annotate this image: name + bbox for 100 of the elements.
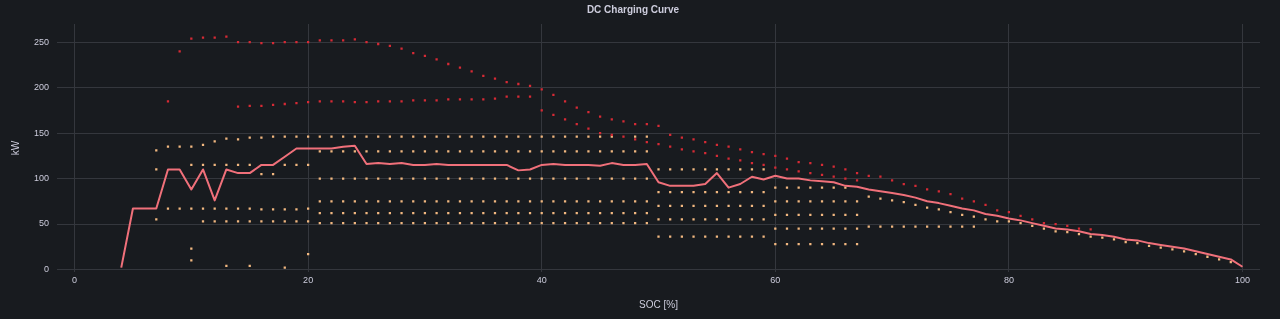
point [435, 200, 438, 203]
point [493, 177, 497, 180]
x-tick-label: 40 [536, 275, 547, 286]
point [412, 99, 415, 102]
point [587, 200, 590, 203]
point [855, 179, 859, 182]
point [879, 197, 882, 200]
point [762, 163, 765, 167]
point [750, 168, 754, 171]
x-tick-label: 20 [303, 275, 314, 286]
point [470, 98, 473, 101]
point [692, 191, 695, 194]
point [365, 221, 368, 225]
point [330, 200, 333, 203]
point [493, 97, 497, 100]
point [552, 150, 555, 153]
point [330, 221, 333, 225]
point [330, 211, 333, 215]
point [1054, 230, 1057, 233]
point [540, 177, 543, 180]
point [365, 101, 368, 104]
point [692, 218, 695, 221]
point [762, 204, 765, 207]
point [552, 113, 555, 117]
point [400, 221, 403, 225]
point [739, 159, 742, 162]
point [657, 168, 660, 171]
point [295, 163, 298, 167]
point [937, 208, 940, 211]
point [692, 204, 695, 207]
point [400, 177, 403, 180]
point [295, 135, 298, 138]
point [353, 177, 356, 180]
point [155, 149, 158, 152]
point [271, 208, 275, 211]
point [809, 227, 812, 230]
point [890, 199, 894, 202]
point [470, 177, 473, 180]
point [540, 109, 543, 112]
point [330, 100, 333, 103]
point [365, 211, 368, 215]
y-tick-label: 200 [33, 82, 50, 93]
x-tick-label: 100 [1234, 275, 1250, 286]
point [715, 168, 719, 171]
x-tick-label: 0 [72, 275, 78, 286]
point [680, 218, 683, 221]
point [552, 200, 555, 203]
point [330, 135, 333, 138]
point [622, 211, 625, 215]
point [330, 150, 333, 153]
point [1206, 255, 1209, 258]
point [762, 191, 765, 194]
point [552, 221, 555, 225]
point [318, 177, 321, 180]
point [832, 227, 835, 230]
point [190, 259, 193, 262]
point [236, 207, 240, 210]
point [260, 136, 263, 139]
point [680, 148, 683, 151]
point [669, 168, 672, 171]
point [190, 207, 193, 210]
point [528, 177, 532, 180]
point [727, 168, 730, 171]
point [692, 235, 695, 238]
point [435, 177, 438, 180]
point [750, 218, 754, 221]
point [844, 213, 847, 217]
point [587, 135, 590, 138]
point [306, 207, 310, 210]
point [213, 207, 216, 210]
point [622, 221, 625, 225]
point [727, 191, 730, 194]
point [1019, 221, 1022, 225]
point [1042, 227, 1046, 230]
point [377, 177, 380, 180]
point [657, 142, 660, 146]
point [482, 177, 485, 180]
point [155, 168, 158, 171]
point [610, 177, 613, 180]
point [423, 99, 427, 102]
point [727, 235, 730, 238]
point [260, 208, 263, 211]
y-tick-label: 0 [44, 263, 50, 274]
point [295, 101, 298, 105]
point [482, 98, 485, 101]
point [657, 204, 660, 207]
point [552, 211, 555, 215]
point [178, 207, 181, 210]
point [634, 177, 637, 180]
point [225, 163, 228, 167]
point [715, 218, 719, 221]
point [295, 220, 298, 223]
point [622, 177, 625, 180]
y-tick-label: 50 [39, 218, 50, 229]
point [692, 168, 695, 171]
point [283, 208, 286, 211]
point [587, 127, 590, 130]
point [762, 235, 765, 238]
point [552, 177, 555, 180]
x-tick-label: 60 [770, 275, 781, 286]
